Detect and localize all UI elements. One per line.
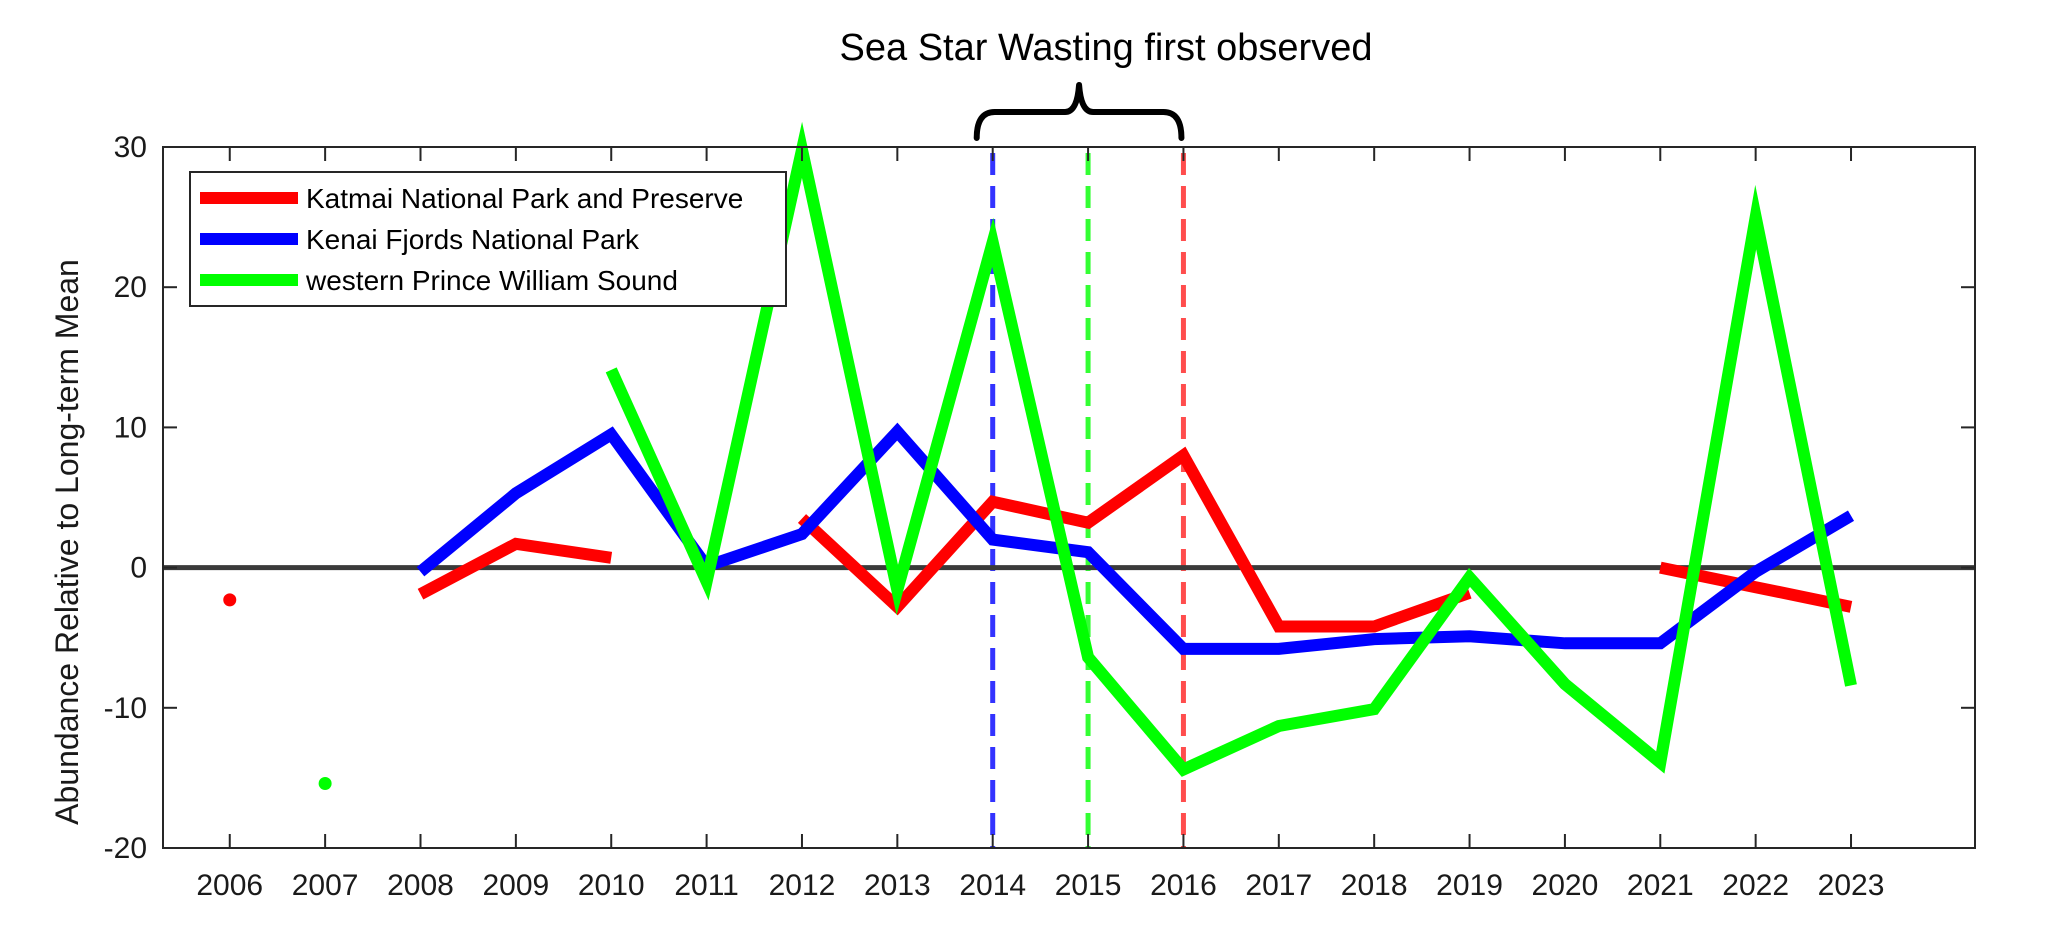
y-tick-label: -20 (104, 832, 147, 865)
x-tick-label: 2017 (1245, 869, 1312, 902)
legend-label-2: western Prince William Sound (305, 265, 678, 296)
legend: Katmai National Park and Preserve Kenai F… (189, 171, 787, 307)
series-0-line-segment-1 (417, 537, 613, 600)
series-2-line-segment-1 (605, 121, 1857, 777)
series-1-line-segment-0 (416, 422, 1855, 655)
axes: 2006 2007 2008 2009 2010 2011 2012 2013 2014 2015… (104, 82, 1976, 902)
y-tick-label: 20 (114, 271, 147, 304)
y-tick-label: -10 (104, 692, 147, 725)
x-tick-label: 2018 (1341, 869, 1408, 902)
x-tick-label: 2011 (674, 869, 739, 902)
y-tick-label: 30 (114, 131, 147, 164)
x-tick-label: 2014 (959, 869, 1026, 902)
legend-label-1: Kenai Fjords National Park (306, 224, 640, 255)
legend-label-0: Katmai National Park and Preserve (306, 183, 743, 214)
x-tick-label: 2022 (1722, 869, 1789, 902)
series-2-point-2007 (318, 777, 332, 791)
x-tick-label: 2023 (1818, 869, 1885, 902)
annotation-text: Sea Star Wasting first observed (840, 27, 1373, 69)
x-tick-label: 2015 (1055, 869, 1122, 902)
x-tick-label: 2013 (864, 869, 931, 902)
bracket (973, 82, 1185, 141)
x-tick-label: 2009 (482, 869, 549, 902)
series-0-point-2006 (223, 593, 237, 607)
x-tick-label: 2007 (292, 869, 359, 902)
x-tick-label: 2019 (1436, 869, 1503, 902)
x-tick-label: 2016 (1150, 869, 1217, 902)
x-tick-label: 2010 (578, 869, 645, 902)
x-tick-label: 2020 (1532, 869, 1599, 902)
series-0-line-segment-2 (797, 446, 1472, 633)
axes-frame (162, 146, 1976, 849)
y-tick-label: 10 (114, 411, 147, 444)
x-tick-label: 2006 (196, 869, 263, 902)
x-tick-label: 2021 (1627, 869, 1694, 902)
y-axis-label: Abundance Relative to Long-term Mean (49, 259, 85, 825)
y-tick-label: 0 (130, 552, 147, 585)
x-tick-label: 2012 (769, 869, 836, 902)
x-tick-label: 2008 (387, 869, 454, 902)
